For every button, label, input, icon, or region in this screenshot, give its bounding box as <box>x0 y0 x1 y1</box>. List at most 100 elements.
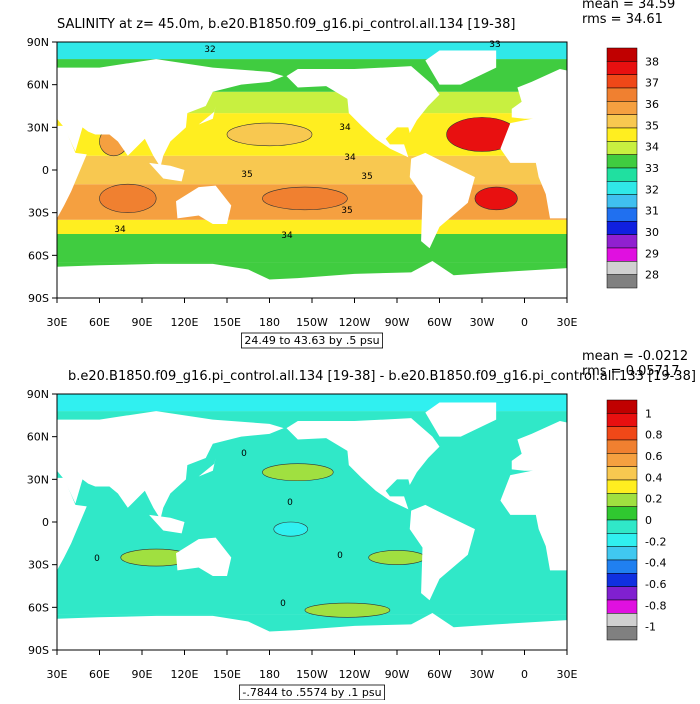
colorbar-label: -0.2 <box>645 535 666 548</box>
colorbar-label: 0.8 <box>645 429 663 442</box>
lat-label: 30N <box>27 121 49 134</box>
colorbar-label: 34 <box>645 141 659 154</box>
lon-label: 150E <box>213 316 241 329</box>
contour-label: 0 <box>280 599 286 609</box>
colorbar-box <box>606 74 638 89</box>
lon-label: 150E <box>213 668 241 681</box>
colorbar-box <box>606 221 638 235</box>
lon-label: 90E <box>132 316 153 329</box>
colorbar-label: 28 <box>645 269 659 282</box>
colorbar-box <box>606 506 638 521</box>
colorbar-box <box>606 234 638 249</box>
colorbar-label: 30 <box>645 226 659 239</box>
lat-label: 60S <box>28 601 49 614</box>
colorbar-label: 35 <box>645 119 659 132</box>
colorbar-box <box>606 466 638 481</box>
lat-label: 30S <box>28 559 49 572</box>
field-patch <box>304 602 391 618</box>
panel-title: b.e20.B1850.f09_g16.pi_control.all.134 [… <box>68 369 696 384</box>
land <box>57 59 284 168</box>
ocean-band <box>57 155 567 185</box>
colorbar-box <box>606 413 638 427</box>
lat-label: 90S <box>28 644 49 657</box>
contour-label: 0 <box>241 449 247 459</box>
lon-label: 30E <box>557 316 578 329</box>
colorbar-box <box>606 586 638 601</box>
field-patch <box>368 550 426 565</box>
lat-label: 0 <box>42 516 49 529</box>
land <box>286 66 440 159</box>
colorbar-label: 37 <box>645 77 659 90</box>
lon-label: 30E <box>557 668 578 681</box>
colorbar-box <box>606 559 638 574</box>
colorbar-box <box>606 546 638 561</box>
lat-label: 60S <box>28 249 49 262</box>
lon-label: 30W <box>470 316 495 329</box>
land <box>409 152 475 249</box>
lat-label: 60N <box>27 79 49 92</box>
lat-label: 0 <box>42 164 49 177</box>
lon-label: 30E <box>47 316 68 329</box>
field-patch <box>262 186 348 211</box>
contour-label: 0 <box>337 551 343 561</box>
field-patch <box>474 186 518 211</box>
lon-label: 60W <box>427 316 452 329</box>
land <box>511 69 567 119</box>
ocean-band <box>57 219 567 234</box>
map <box>57 42 567 298</box>
contour-label: 34 <box>344 153 356 163</box>
contour-label: 33 <box>489 40 500 50</box>
colorbar-label: 29 <box>645 247 659 260</box>
colorbar-label: 32 <box>645 183 659 196</box>
lon-label: 0 <box>521 668 528 681</box>
land <box>176 537 232 577</box>
colorbar-label: 1 <box>645 407 652 420</box>
ocean-band <box>57 234 567 263</box>
colorbar-label: 33 <box>645 162 659 175</box>
colorbar-box <box>606 181 638 195</box>
colorbar-box <box>606 61 638 75</box>
colorbar-box <box>606 479 638 494</box>
land <box>149 514 185 534</box>
lat-label: 90N <box>27 388 49 401</box>
colorbar-box <box>606 519 638 534</box>
lat-label: 60N <box>27 431 49 444</box>
lon-label: 180 <box>259 668 280 681</box>
lon-label: 60W <box>427 668 452 681</box>
colorbar-box <box>606 399 638 414</box>
lon-label: 90W <box>385 316 410 329</box>
land <box>57 411 284 520</box>
colorbar-box <box>606 533 638 547</box>
land <box>57 125 87 219</box>
land <box>198 106 216 125</box>
colorbar-box <box>606 101 638 115</box>
contour-label: 34 <box>281 231 293 241</box>
range-note: 24.49 to 43.63 by .5 psu <box>244 334 379 347</box>
colorbar-label: -0.6 <box>645 578 666 591</box>
lon-label: 150W <box>296 668 328 681</box>
lon-label: 0 <box>521 316 528 329</box>
colorbar-box <box>606 439 638 454</box>
lon-label: 90W <box>385 668 410 681</box>
land <box>500 117 567 219</box>
stat-label: rms = 34.61 <box>582 12 663 27</box>
colorbar-label: 0.6 <box>645 450 663 463</box>
lat-label: 90S <box>28 292 49 305</box>
colorbar-box <box>606 274 638 289</box>
colorbar-label: 0 <box>645 514 652 527</box>
field-patch <box>273 521 309 537</box>
colorbar-box <box>606 613 638 627</box>
colorbar-label: -1 <box>645 621 656 634</box>
land <box>57 613 567 650</box>
contour-label: 0 <box>94 554 100 564</box>
colorbar-box <box>606 453 638 467</box>
lon-label: 30E <box>47 668 68 681</box>
colorbar-box <box>606 426 638 441</box>
colorbar-box <box>606 207 638 222</box>
colorbar-box <box>606 87 638 102</box>
field-patch <box>226 122 313 147</box>
colorbar-label: 0.4 <box>645 471 663 484</box>
colorbar-box <box>606 127 638 142</box>
colorbar-box <box>606 141 638 155</box>
